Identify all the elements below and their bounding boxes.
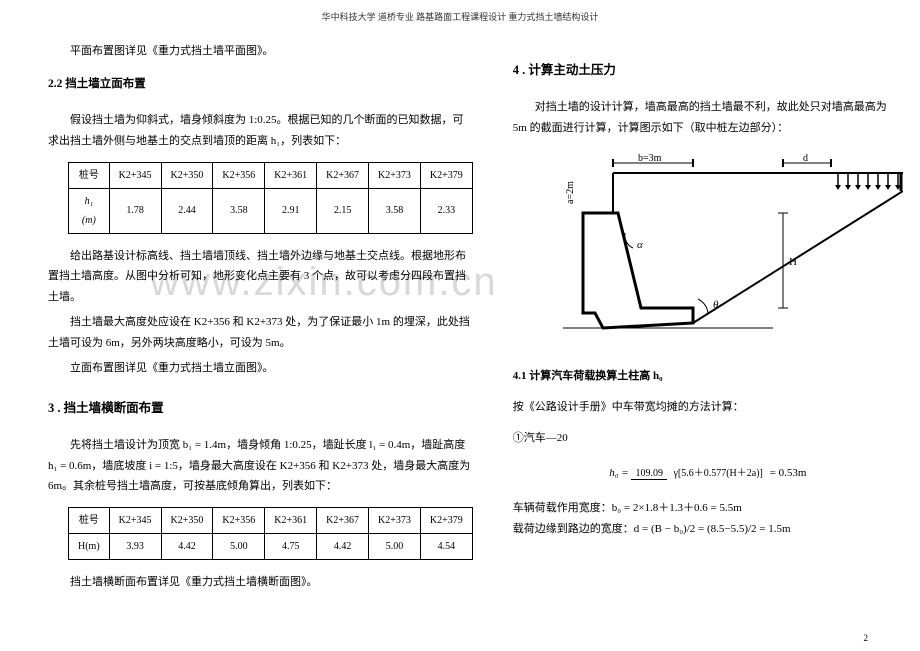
section-4-1-title: 4.1 计算汽车荷载换算土柱高 h₀ [513,366,903,387]
table-row: 桩号 K2+345 K2+350 K2+356 K2+361 K2+367 K2… [69,162,473,188]
table-cell: K2+373 [369,162,421,188]
table-cell: K2+367 [317,162,369,188]
sec22-para1: 假设挡土墙为仰斜式，墙身倾斜度为 1:0.25。根据已知的几个断面的已知数据，可… [48,110,473,152]
sec41-item1: ①汽车—20 [513,428,903,449]
table-cell: 1.78 [109,188,161,233]
section-2-2-title: 2.2 挡土墙立面布置 [48,74,473,96]
table-cell: H(m) [69,534,110,560]
table-cell: 4.54 [420,534,472,560]
table-cell: 3.93 [109,534,161,560]
table-cell: K2+350 [161,162,213,188]
svg-text:b=3m: b=3m [638,153,662,164]
svg-text:α: α [637,239,643,251]
formula-h0: h₀ = 109.09 γ[5.6＋0.577(H＋2a)] = 0.53m [513,463,903,484]
sec3-para1: 先将挡土墙设计为顶宽 b₁ = 1.4m，墙身倾角 1:0.25，墙趾长度 l₁… [48,435,473,498]
table-cell: 5.00 [369,534,421,560]
table-cell: K2+367 [317,508,369,534]
table-cell: 3.58 [369,188,421,233]
table-cell: 5.00 [213,534,265,560]
sec41-para1: 按《公路设计手册》中车带宽均摊的方法计算： [513,397,903,418]
table-cell: K2+361 [265,162,317,188]
table-cell: h₁ (m) [69,188,110,233]
table-cell: 4.42 [161,534,213,560]
section-3-title: 3 . 挡土墙横断面布置 [48,397,473,421]
table-cell: K2+379 [420,162,472,188]
table-cell: K2+373 [369,508,421,534]
sec22-para3: 挡土墙最大高度处应设在 K2+356 和 K2+373 处，为了保证最小 1m … [48,312,473,354]
table-cell: K2+345 [109,508,161,534]
table-cell: K2+361 [265,508,317,534]
svg-text:a=2m: a=2m [565,180,576,203]
table-cell: 2.33 [420,188,472,233]
sec22-para2: 给出路基设计标高线、挡土墙墙顶线、挡土墙外边缘与地基土交点线。根据地形布置挡土墙… [48,246,473,309]
right-column: 4 . 计算主动土压力 对挡土墙的设计计算，墙高最高的挡土墙最不利，故此处只对墙… [513,41,903,597]
table-cell: 桩号 [69,162,110,188]
svg-text:d: d [803,153,808,164]
table-row: 桩号 K2+345 K2+350 K2+356 K2+361 K2+367 K2… [69,508,473,534]
table-cell: 4.75 [265,534,317,560]
sec22-para4: 立面布置图详见《重力式挡土墙立面图》。 [48,358,473,379]
two-column-layout: 平面布置图详见《重力式挡土墙平面图》。 2.2 挡土墙立面布置 假设挡土墙为仰斜… [0,41,920,597]
table-cell: K2+345 [109,162,161,188]
svg-text:H: H [789,256,797,268]
table-row: h₁ (m) 1.78 2.44 3.58 2.91 2.15 3.58 2.3… [69,188,473,233]
table-cell: 2.15 [317,188,369,233]
table-cell: 4.42 [317,534,369,560]
left-column: 平面布置图详见《重力式挡土墙平面图》。 2.2 挡土墙立面布置 假设挡土墙为仰斜… [48,41,473,597]
page-header: 华中科技大学 道桥专业 路基路面工程课程设计 重力式挡土墙结构设计 [0,0,920,41]
sec3-para2: 挡土墙横断面布置详见《重力式挡土墙横断面图》。 [48,572,473,593]
table-cell: 2.44 [161,188,213,233]
table-cell: 桩号 [69,508,110,534]
section-4-title: 4 . 计算主动土压力 [513,59,903,83]
table-cell: 3.58 [213,188,265,233]
page-number: 2 [864,633,869,643]
table-H: 桩号 K2+345 K2+350 K2+356 K2+361 K2+367 K2… [68,507,473,560]
svg-text:θ: θ [713,299,719,311]
table-cell: 2.91 [265,188,317,233]
table-cell: K2+356 [213,162,265,188]
table-cell: K2+379 [420,508,472,534]
table-cell: K2+356 [213,508,265,534]
table-row: H(m) 3.93 4.42 5.00 4.75 4.42 5.00 4.54 [69,534,473,560]
retaining-wall-diagram: d b=3m [523,153,903,351]
table-h1: 桩号 K2+345 K2+350 K2+356 K2+361 K2+367 K2… [68,162,473,234]
sec41-para3: 载荷边缘到路边的宽度：d = (B − b₀)/2 = (8.5−5.5)/2 … [513,519,903,540]
sec41-para2: 车辆荷载作用宽度：b₀ = 2×1.8＋1.3＋0.6 = 5.5m [513,498,903,519]
intro-text: 平面布置图详见《重力式挡土墙平面图》。 [48,41,473,62]
table-cell: K2+350 [161,508,213,534]
sec4-para1: 对挡土墙的设计计算，墙高最高的挡土墙最不利，故此处只对墙高最高为 5m 的截面进… [513,97,903,139]
